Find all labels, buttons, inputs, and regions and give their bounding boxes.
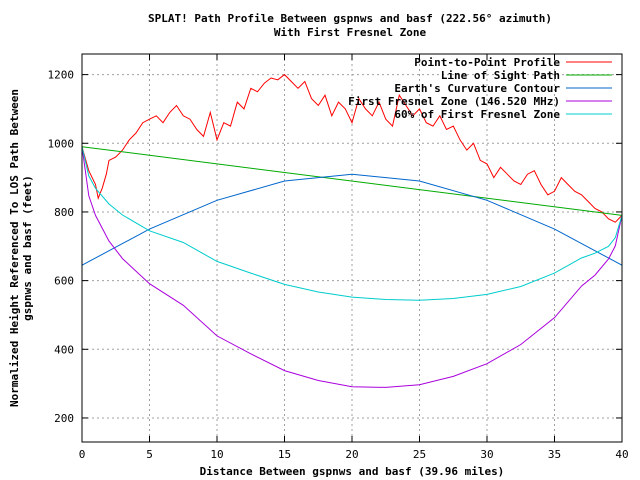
x-axis-label: Distance Between gspnws and basf (39.96 … xyxy=(200,465,505,478)
y-tick-label: 1200 xyxy=(48,69,75,82)
series-first-fresnel-zone-146-520-mhz xyxy=(81,146,623,388)
x-tick-label: 5 xyxy=(146,448,153,461)
y-tick-label: 400 xyxy=(54,343,74,356)
legend-label: First Fresnel Zone (146.520 MHz) xyxy=(348,95,560,108)
series-point-to-point-profile xyxy=(81,73,623,223)
legend-label: Earth's Curvature Contour xyxy=(394,82,560,95)
series-earth-s-curvature-contour xyxy=(81,173,623,266)
legend-label: Point-to-Point Profile xyxy=(414,56,560,69)
x-tick-label: 20 xyxy=(345,448,358,461)
axis-ticks: 0 5 10 15 20 25 30 35 40 200 400 600 800 1000 1200 xyxy=(48,54,629,461)
y-axis-label-line2: gspnws and basf (feet) xyxy=(21,175,34,321)
y-axis-label-line1: Normalized Height Referenced To LOS Path… xyxy=(8,89,21,407)
y-tick-label: 800 xyxy=(54,206,74,219)
legend-label: Line of Sight Path xyxy=(441,69,560,82)
y-tick-label: 600 xyxy=(54,275,74,288)
chart-subtitle: With First Fresnel Zone xyxy=(274,26,427,39)
x-tick-label: 25 xyxy=(413,448,426,461)
legend-label: 60% of First Fresnel Zone xyxy=(394,108,560,121)
x-tick-label: 10 xyxy=(210,448,223,461)
x-tick-label: 40 xyxy=(615,448,628,461)
y-tick-label: 1000 xyxy=(48,137,75,150)
plot-series xyxy=(81,73,623,388)
series-60-of-first-fresnel-zone xyxy=(81,146,623,301)
x-tick-label: 35 xyxy=(548,448,561,461)
x-tick-label: 0 xyxy=(79,448,86,461)
y-tick-label: 200 xyxy=(54,412,74,425)
x-tick-label: 15 xyxy=(278,448,291,461)
x-tick-label: 30 xyxy=(480,448,493,461)
chart-title: SPLAT! Path Profile Between gspnws and b… xyxy=(148,12,552,25)
series-line-of-sight-path xyxy=(81,146,623,216)
grid xyxy=(82,54,622,442)
